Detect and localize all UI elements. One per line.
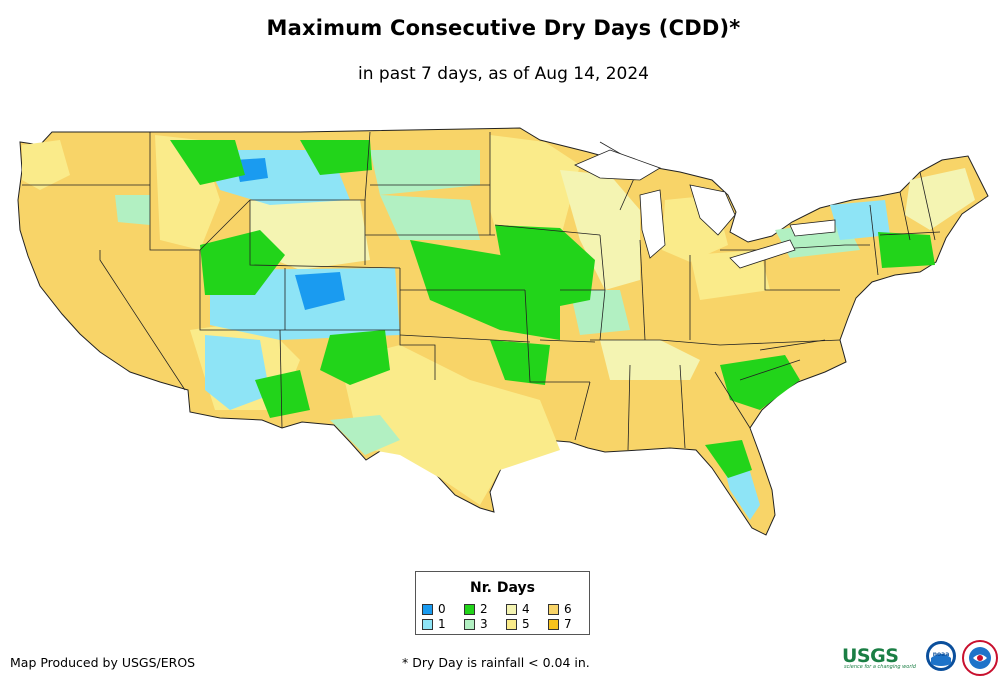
zone-mt-0 bbox=[235, 158, 268, 182]
zone-ne-1 bbox=[830, 200, 890, 240]
legend-item: 4 bbox=[506, 602, 530, 616]
legend-label: 1 bbox=[438, 617, 446, 631]
zone-ok-2 bbox=[490, 340, 550, 385]
legend-label: 4 bbox=[522, 602, 530, 616]
lake-ontario bbox=[789, 219, 836, 237]
legend-item: 1 bbox=[422, 617, 446, 631]
legend-swatch bbox=[422, 604, 433, 615]
legend-item: 0 bbox=[422, 602, 446, 616]
zone-nd-3 bbox=[370, 150, 480, 195]
zone-gulf-3 bbox=[330, 415, 400, 455]
zone-ut-2 bbox=[200, 230, 285, 295]
zone-az-1 bbox=[205, 335, 270, 410]
lake-superior bbox=[574, 149, 661, 181]
legend-swatch bbox=[464, 619, 475, 630]
zone-midsouth-4 bbox=[600, 340, 700, 380]
map-subtitle: in past 7 days, as of Aug 14, 2024 bbox=[358, 64, 649, 84]
nws-logo bbox=[962, 640, 998, 676]
lake-erie bbox=[729, 239, 796, 269]
legend-label: 2 bbox=[480, 602, 488, 616]
usgs-logo-text: USGS bbox=[842, 645, 899, 667]
lake-michigan bbox=[639, 189, 666, 259]
usgs-logo: USGS science for a changing world bbox=[842, 645, 916, 670]
legend-swatch bbox=[548, 604, 559, 615]
dry-day-footnote: * Dry Day is rainfall < 0.04 in. bbox=[402, 655, 590, 670]
legend-item: 7 bbox=[548, 617, 572, 631]
zone-sd-3 bbox=[380, 195, 480, 240]
legend-item: 2 bbox=[464, 602, 488, 616]
map-credit: Map Produced by USGS/EROS bbox=[10, 655, 196, 670]
legend-swatch bbox=[506, 619, 517, 630]
legend-item: 6 bbox=[548, 602, 572, 616]
legend-label: 3 bbox=[480, 617, 488, 631]
zone-wisc-5 bbox=[560, 170, 640, 290]
legend-item: 3 bbox=[464, 617, 488, 631]
legend-swatch bbox=[506, 604, 517, 615]
zone-sw-2 bbox=[255, 370, 310, 418]
zone-newengland-2 bbox=[878, 232, 935, 268]
zone-or-3 bbox=[115, 195, 150, 225]
usgs-tagline: science for a changing world bbox=[844, 664, 916, 670]
zone-montana-2 bbox=[170, 140, 245, 185]
zone-nm-2 bbox=[320, 330, 390, 385]
legend-label: 6 bbox=[564, 602, 572, 616]
zone-ozark-3 bbox=[570, 290, 630, 335]
zone-fl-2 bbox=[705, 440, 752, 478]
zone-carolina-2 bbox=[720, 355, 800, 410]
zone-2-days bbox=[170, 140, 935, 478]
legend-label: 0 bbox=[438, 602, 446, 616]
zone-northplains-5 bbox=[490, 135, 580, 245]
zone-texas-5 bbox=[340, 345, 560, 505]
zone-co-0 bbox=[295, 272, 345, 310]
legend-item: 5 bbox=[506, 617, 530, 631]
cdd-map bbox=[17, 127, 989, 536]
legend-title: Nr. Days bbox=[470, 580, 535, 596]
legend-swatch bbox=[464, 604, 475, 615]
lake-huron bbox=[689, 184, 736, 236]
zone-pnw-5 bbox=[22, 140, 70, 190]
legend-label: 5 bbox=[522, 617, 530, 631]
zone-nd-2 bbox=[300, 140, 372, 175]
great-lakes bbox=[574, 149, 836, 269]
legend-swatch bbox=[548, 619, 559, 630]
legend-swatch bbox=[422, 619, 433, 630]
zone-0-days bbox=[235, 158, 345, 310]
noaa-logo: noaa bbox=[926, 641, 956, 671]
noaa-logo-text: noaa bbox=[933, 651, 950, 658]
map-title: Maximum Consecutive Dry Days (CDD)* bbox=[266, 16, 741, 40]
legend-label: 7 bbox=[564, 617, 572, 631]
